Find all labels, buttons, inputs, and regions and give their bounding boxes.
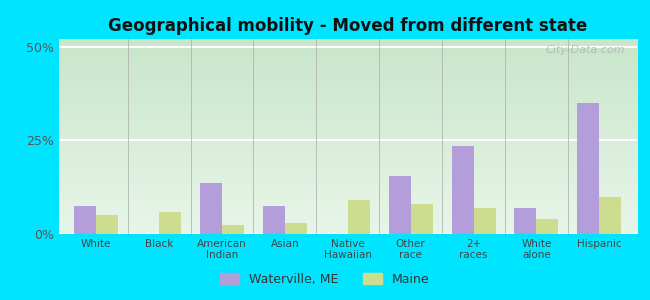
Bar [411, 204, 433, 234]
Legend: Waterville, ME, Maine: Waterville, ME, Maine [215, 268, 435, 291]
Text: City-Data.com: City-Data.com [546, 45, 625, 55]
Bar [96, 215, 118, 234]
Bar [200, 183, 222, 234]
Bar [473, 208, 495, 234]
Bar [285, 223, 307, 234]
Bar [159, 212, 181, 234]
Bar [536, 219, 558, 234]
Bar [389, 176, 411, 234]
Bar [263, 206, 285, 234]
Bar [514, 208, 536, 234]
Bar [452, 146, 473, 234]
Bar [599, 196, 621, 234]
Title: Geographical mobility - Moved from different state: Geographical mobility - Moved from diffe… [108, 17, 588, 35]
Bar [222, 225, 244, 234]
Bar [74, 206, 96, 234]
Bar [577, 103, 599, 234]
Bar [348, 200, 370, 234]
